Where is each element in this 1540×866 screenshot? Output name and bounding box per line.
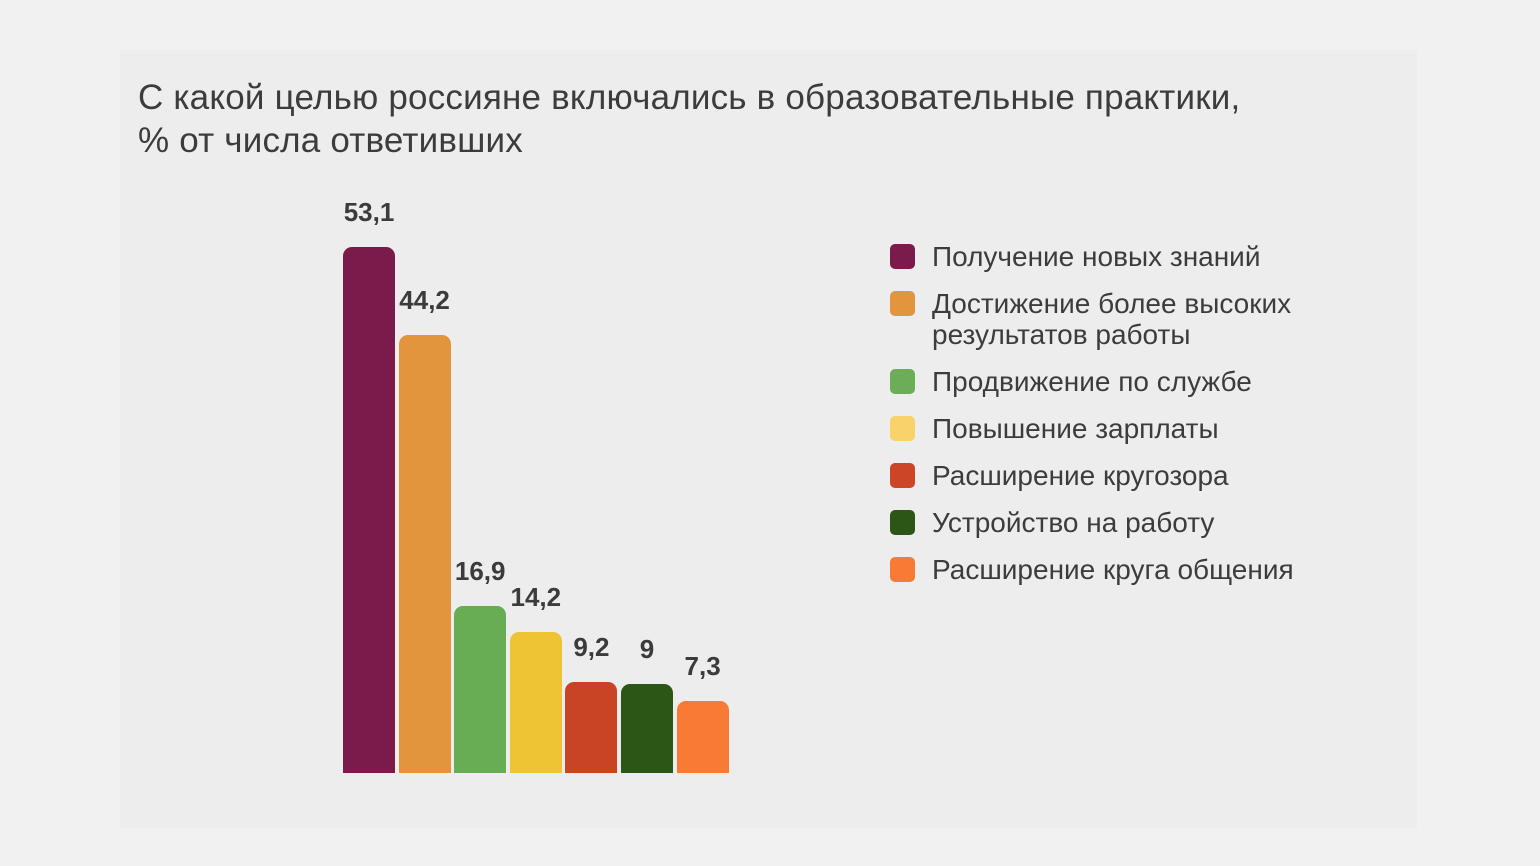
bar-group-4: 14,2: [509, 584, 562, 773]
legend-label: Продвижение по службе: [932, 366, 1252, 397]
legend-label-line: Получение новых знаний: [932, 241, 1261, 272]
legend-label-line: Продвижение по службе: [932, 366, 1252, 397]
legend-label: Повышение зарплаты: [932, 413, 1219, 444]
legend-item: Получение новых знаний: [890, 241, 1294, 272]
legend-label: Достижение более высоких результатов рабо…: [932, 288, 1291, 350]
legend-item: Повышение зарплаты: [890, 413, 1294, 444]
bar-value-label: 9: [639, 634, 655, 664]
legend-item: Расширение кругозора: [890, 460, 1294, 491]
legend-label: Расширение кругозора: [932, 460, 1229, 491]
legend-swatch: [890, 291, 915, 316]
bar: [509, 632, 562, 773]
bar-chart: 53,1 44,2 16,9 14,2 9,2 9 7,3: [343, 199, 729, 773]
bar: [343, 247, 395, 773]
legend-label-line: результатов работы: [932, 319, 1191, 350]
bar-value-label: 9,2: [573, 632, 610, 662]
legend-label-line: Достижение более высоких: [932, 288, 1292, 319]
bar: [621, 684, 673, 773]
legend-label-line: Повышение зарплаты: [932, 413, 1219, 444]
legend-swatch: [890, 510, 915, 535]
legend-swatch: [890, 416, 915, 441]
chart-title: С какой целью россияне включались в обра…: [138, 76, 1408, 162]
chart-panel: [120, 50, 1417, 828]
bar-group-6: 9: [621, 636, 673, 773]
bar-group-3: 16,9: [454, 558, 507, 773]
legend-item: Устройство на работу: [890, 507, 1294, 538]
bar-value-label: 7,3: [684, 651, 721, 681]
legend-swatch: [890, 463, 915, 488]
legend-item: Достижение более высоких результатов рабо…: [890, 288, 1294, 350]
bar-value-label: 16,9: [454, 556, 506, 586]
chart-title-line-1: С какой целью россияне включались в обра…: [138, 78, 1241, 117]
bar-group-2: 44,2: [398, 287, 451, 773]
chart-legend: Получение новых знаний Достижение более в…: [890, 241, 1294, 585]
bar: [676, 701, 729, 773]
bar-group-1: 53,1: [343, 199, 395, 773]
legend-swatch: [890, 244, 915, 269]
bar-group-5: 9,2: [565, 634, 618, 773]
legend-label-line: Расширение круга общения: [932, 554, 1294, 585]
bar: [454, 606, 507, 773]
legend-swatch: [890, 369, 915, 394]
bar-value-label: 53,1: [343, 197, 395, 227]
legend-label: Расширение круга общения: [932, 554, 1294, 585]
legend-label: Получение новых знаний: [932, 241, 1260, 272]
bar: [398, 335, 451, 773]
legend-item: Продвижение по службе: [890, 366, 1294, 397]
bar-group-7: 7,3: [676, 653, 729, 773]
legend-swatch: [890, 557, 915, 582]
bar-value-label: 14,2: [510, 582, 562, 612]
legend-label-line: Расширение кругозора: [932, 460, 1229, 491]
legend-label: Устройство на работу: [932, 507, 1214, 538]
legend-label-line: Устройство на работу: [932, 507, 1215, 538]
chart-title-line-2: % от числа ответивших: [138, 121, 523, 160]
legend-item: Расширение круга общения: [890, 554, 1294, 585]
bar-value-label: 44,2: [399, 285, 450, 315]
bar: [565, 682, 618, 773]
